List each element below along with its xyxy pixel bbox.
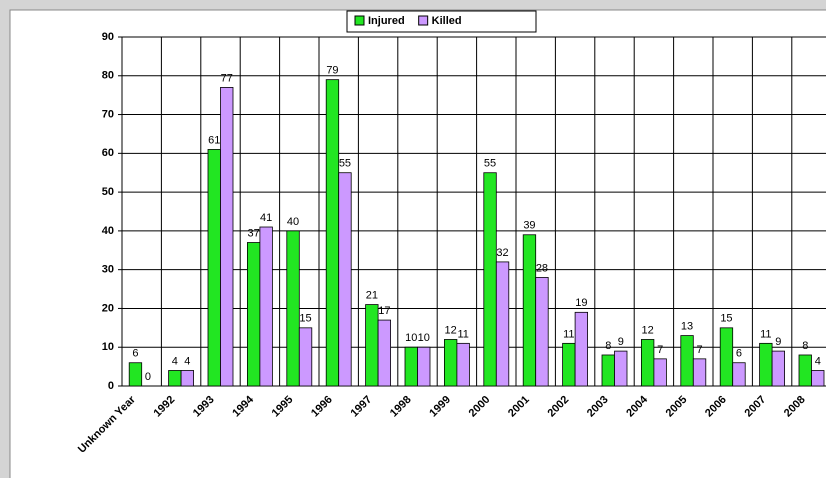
bar <box>443 339 458 387</box>
data-label: 7 <box>657 344 663 356</box>
y-tick-label: 0 <box>108 380 114 392</box>
data-label: 11 <box>563 328 574 340</box>
y-tick-label: 60 <box>102 147 114 159</box>
legend-label: Killed <box>432 15 462 27</box>
bar <box>417 346 431 387</box>
data-label: 7 <box>696 344 702 356</box>
data-label: 9 <box>618 336 624 348</box>
bar <box>220 87 234 387</box>
data-label: 79 <box>326 65 338 77</box>
data-label: 10 <box>418 332 430 344</box>
data-label: 37 <box>248 227 260 239</box>
bar <box>771 350 785 387</box>
data-label: 39 <box>523 220 535 232</box>
y-tick-label: 90 <box>102 31 114 43</box>
bar <box>168 370 182 387</box>
data-label: 0 <box>145 371 151 383</box>
y-tick-label: 80 <box>102 70 114 82</box>
bar <box>562 342 576 387</box>
bar <box>259 226 273 387</box>
legend-swatch <box>354 15 365 26</box>
data-label: 19 <box>575 297 587 309</box>
data-label: 11 <box>760 328 771 340</box>
bar <box>365 304 379 387</box>
data-label: 17 <box>378 305 390 317</box>
bar <box>338 172 352 387</box>
data-label: 77 <box>221 72 233 84</box>
bar <box>719 327 734 387</box>
bar <box>404 346 418 387</box>
y-tick-label: 30 <box>102 264 114 276</box>
plot-area <box>121 36 826 387</box>
data-label: 4 <box>815 355 821 367</box>
bar <box>601 354 615 387</box>
bar <box>680 335 694 387</box>
data-label: 13 <box>681 320 693 332</box>
data-label: 6 <box>132 348 138 360</box>
bar <box>495 261 510 387</box>
bar <box>377 319 392 387</box>
bar <box>522 234 537 387</box>
data-label: 61 <box>208 134 220 146</box>
bar <box>759 342 773 387</box>
data-label: 8 <box>605 340 611 352</box>
y-tick-label: 70 <box>102 108 114 120</box>
bar <box>483 172 497 387</box>
bar <box>246 242 261 387</box>
bar <box>641 339 655 387</box>
bar <box>653 358 667 387</box>
bar <box>732 362 746 387</box>
bar <box>298 327 313 387</box>
data-label: 10 <box>405 332 417 344</box>
bar <box>325 79 340 387</box>
data-label: 4 <box>172 355 178 367</box>
bar <box>574 311 588 387</box>
data-label: 32 <box>496 247 508 259</box>
y-tick-label: 10 <box>102 341 114 353</box>
data-label: 11 <box>457 328 468 340</box>
data-label: 55 <box>484 158 496 170</box>
bar <box>286 230 300 387</box>
data-label: 9 <box>775 336 781 348</box>
data-label: 40 <box>287 216 299 228</box>
data-label: 55 <box>339 158 351 170</box>
data-label: 15 <box>720 313 732 325</box>
legend-label: Injured <box>368 15 405 27</box>
bar <box>811 370 825 387</box>
data-label: 8 <box>802 340 808 352</box>
data-label: 28 <box>536 262 548 274</box>
bar <box>456 342 470 387</box>
legend: Injured Killed <box>346 10 537 33</box>
data-label: 15 <box>299 313 311 325</box>
bar <box>207 149 221 387</box>
y-tick-label: 40 <box>102 225 114 237</box>
bar <box>692 358 707 387</box>
legend-swatch <box>418 15 429 26</box>
bar <box>535 277 549 387</box>
data-label: 4 <box>184 355 190 367</box>
data-label: 12 <box>642 324 654 336</box>
data-label: 41 <box>260 212 272 224</box>
y-tick-label: 20 <box>102 302 114 314</box>
y-tick-label: 50 <box>102 186 114 198</box>
bar <box>614 350 628 387</box>
bar <box>180 370 195 387</box>
bar <box>128 362 143 387</box>
bar <box>798 354 812 387</box>
legend-box <box>346 10 537 33</box>
data-label: 6 <box>736 348 742 360</box>
data-label: 21 <box>366 289 378 301</box>
data-label: 12 <box>445 324 457 336</box>
